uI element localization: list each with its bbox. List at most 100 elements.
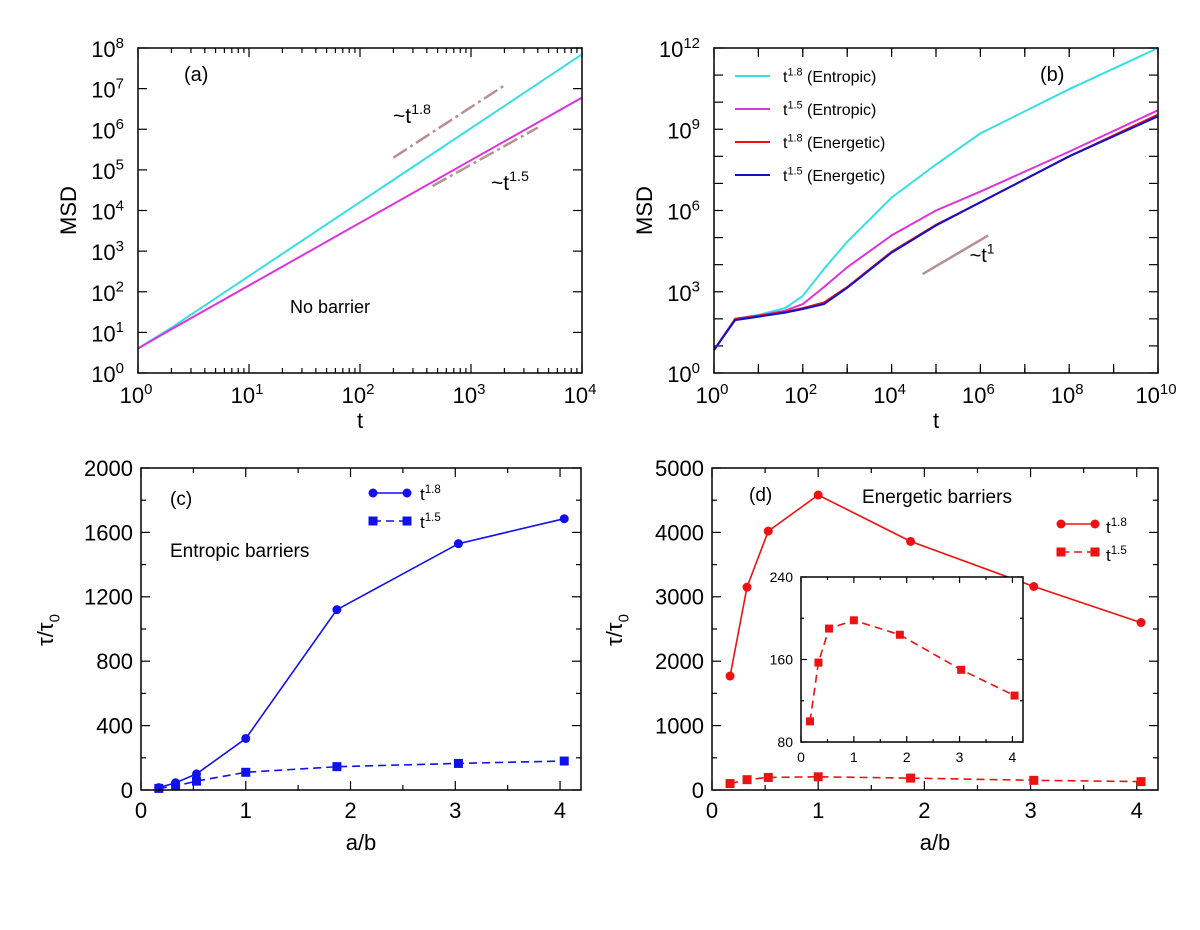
x-tick-label-exp: 2 <box>809 381 817 398</box>
y-tick-label: 2000 <box>84 456 133 481</box>
data-point-square <box>813 772 823 782</box>
series-line-1 <box>137 96 583 350</box>
data-point-square <box>154 783 164 793</box>
y-tick-label-exp: 2 <box>116 279 124 296</box>
x-tick-label: 101 <box>231 381 264 408</box>
legend: t1.8t1.5 <box>368 484 441 532</box>
data-point-circle <box>559 514 569 524</box>
y-tick-label: 1600 <box>84 520 133 545</box>
y-tick-label-exp: 8 <box>116 35 124 52</box>
legend-label-2: t1.8 (Energetic) <box>783 132 885 152</box>
x-axis-label: a/b <box>346 830 377 855</box>
x-tick-label-exp: 8 <box>1075 381 1083 398</box>
axis-ticks <box>800 576 1023 743</box>
y-axis-label: τ/τ0 <box>602 614 633 646</box>
x-tick-label: 100 <box>696 381 729 408</box>
x-tick-label: 104 <box>564 381 597 408</box>
legend-marker <box>1056 547 1066 557</box>
x-tick-label: 0 <box>135 798 147 823</box>
y-tick-label-base: 10 <box>659 37 683 62</box>
y-tick-label-base: 10 <box>91 159 115 184</box>
x-axis-label: a/b <box>920 830 951 855</box>
y-tick-label-base: 10 <box>91 200 115 225</box>
legend-label-1-exp: 1.5 <box>787 99 802 111</box>
y-tick-label-base: 10 <box>667 200 691 225</box>
x-tick-label-exp: 4 <box>588 381 596 398</box>
y-tick-label: 4000 <box>655 520 704 545</box>
legend: t1.8 (Entropic) t1.5 (Entropic) t1.8 (Ener… <box>735 66 885 185</box>
legend-label-0: t1.8 (Entropic) <box>783 66 876 86</box>
guide-label-0-base: ~t <box>970 245 988 267</box>
series-line-3 <box>713 115 1159 351</box>
x-tick-label: 3 <box>956 749 964 765</box>
series-line-0 <box>713 47 1159 351</box>
x-tick-label: 4 <box>1009 749 1017 765</box>
y-tick-label-exp: 12 <box>683 35 700 52</box>
panel-label: (a) <box>184 64 208 86</box>
legend-marker <box>368 488 378 498</box>
y-tick-label: 109 <box>667 116 700 143</box>
legend: t1.8t1.5 <box>1056 517 1127 565</box>
y-tick-label: 100 <box>91 360 124 387</box>
y-tick-label: 108 <box>91 35 124 62</box>
x-tick-label-base: 10 <box>696 383 720 408</box>
y-tick-label-exp: 4 <box>116 197 124 214</box>
data-point-square <box>957 665 966 674</box>
y-tick-label-base: 10 <box>667 362 691 387</box>
plot-frame <box>140 467 582 791</box>
y-tick-label-exp: 6 <box>116 116 124 133</box>
y-tick-label: 3000 <box>655 585 704 610</box>
axis-ticks <box>140 467 581 791</box>
guide-label-0: ~t1 <box>970 242 995 267</box>
panel-label: (b) <box>1040 64 1064 86</box>
y-tick-label: 2000 <box>655 649 704 674</box>
data-point-square <box>559 756 569 766</box>
x-axis-label: t <box>933 408 939 433</box>
power-law-guide-1 <box>431 126 539 188</box>
y-tick-label-base: 10 <box>667 118 691 143</box>
y-tick-label: 101 <box>91 319 124 346</box>
guide-label-0: ~t1.8 <box>393 102 431 128</box>
y-axis-label-base: τ/τ <box>33 622 58 646</box>
y-tick-label: 106 <box>91 116 124 143</box>
data-point-circle <box>763 526 773 536</box>
y-tick-label: 80 <box>777 734 793 750</box>
x-tick-label: 106 <box>962 381 995 408</box>
y-axis-label-base: τ/τ <box>602 622 627 646</box>
panel-label: (c) <box>170 489 192 510</box>
plot-frame <box>800 576 1024 743</box>
x-tick-label: 0 <box>797 749 805 765</box>
guide-label-1: ~t1.5 <box>491 169 529 195</box>
data-point-square <box>906 773 916 783</box>
legend-marker <box>368 516 378 526</box>
legend-label-2-base: t <box>783 135 788 152</box>
legend-label-1-base: t <box>420 513 425 532</box>
y-tick-label-base: 10 <box>91 118 115 143</box>
data-point-square <box>171 781 181 791</box>
x-tick-label-base: 10 <box>120 383 144 408</box>
data-point-square <box>849 616 858 625</box>
y-tick-label: 0 <box>692 778 704 803</box>
data-point-circle <box>332 605 342 615</box>
legend-label-3-exp: 1.5 <box>787 165 802 177</box>
guide-label-0-exp: 1 <box>987 242 995 257</box>
legend-label-1-exp: 1.5 <box>425 512 441 524</box>
panel-c: 0 1 2 3 40400800120016002000a/bτ/τ0(c)Entrop… <box>33 456 582 855</box>
x-tick-label: 1 <box>812 798 824 823</box>
y-tick-label-exp: 7 <box>116 75 124 92</box>
panel-label: (d) <box>749 485 772 506</box>
data-point-square <box>1136 777 1146 787</box>
x-tick-label-base: 10 <box>564 383 588 408</box>
y-tick-label-base: 10 <box>667 281 691 306</box>
x-tick-label: 2 <box>903 749 911 765</box>
y-tick-label: 105 <box>91 157 124 184</box>
legend-label-1: t1.5 (Entropic) <box>783 99 876 119</box>
x-tick-label: 100 <box>120 381 153 408</box>
panel-b: 100 102 104 106 108 10101001031061091012tMSD(… <box>632 35 1177 433</box>
data-point-square <box>453 758 463 768</box>
y-tick-label: 104 <box>91 197 124 224</box>
entropic-annotation: Entropic barriers <box>170 541 309 562</box>
y-tick-label: 102 <box>91 279 124 306</box>
data-point-square <box>241 767 251 777</box>
